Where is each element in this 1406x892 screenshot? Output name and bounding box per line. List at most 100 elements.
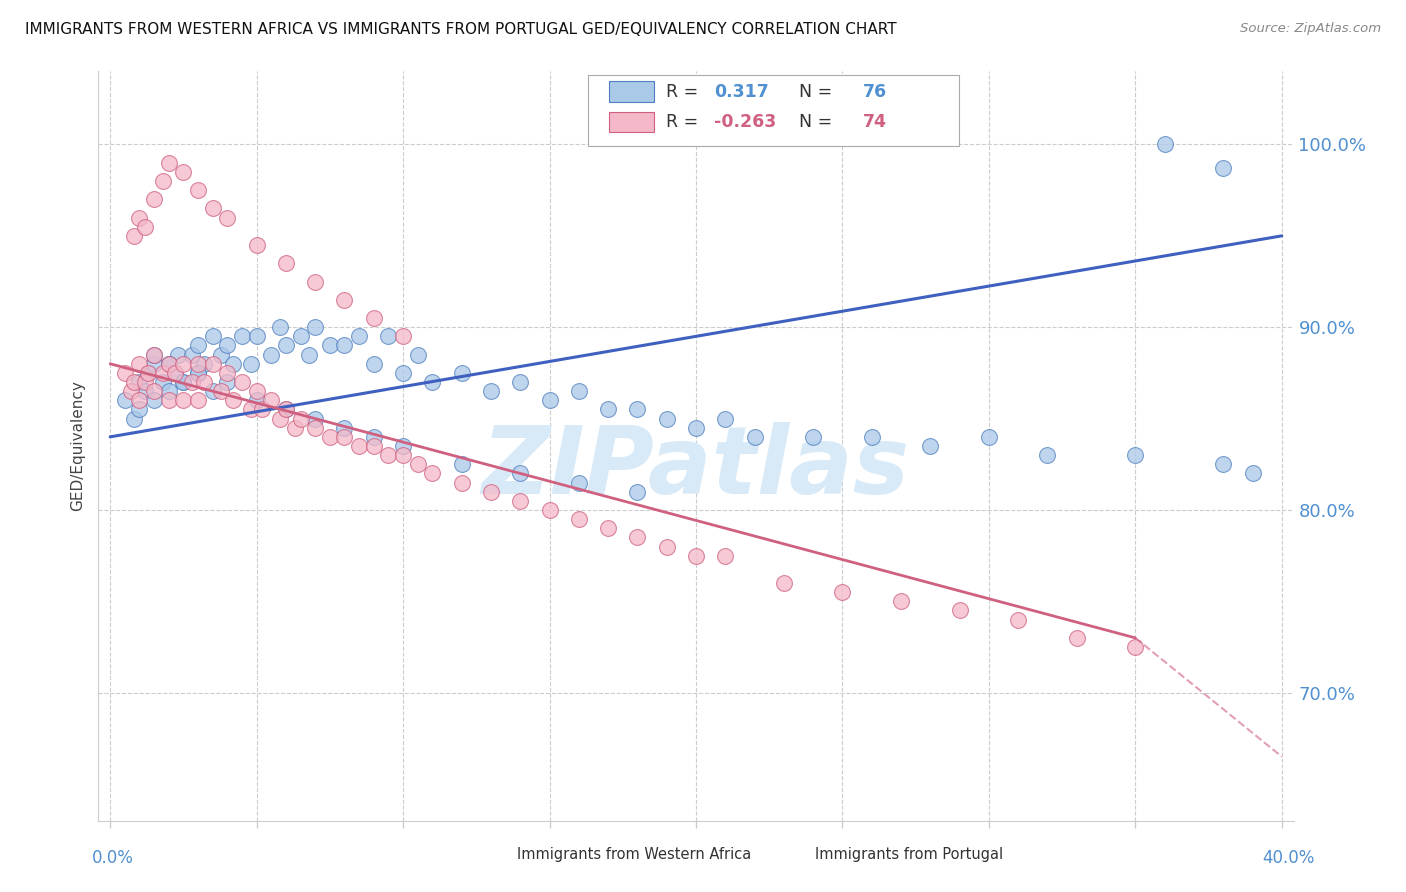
Point <box>128 211 150 225</box>
Text: Immigrants from Western Africa: Immigrants from Western Africa <box>517 847 751 862</box>
Point <box>211 348 233 362</box>
Point <box>166 348 188 362</box>
Point <box>122 228 145 243</box>
Point <box>172 165 194 179</box>
Point <box>128 357 150 371</box>
Point <box>1153 137 1175 152</box>
Point <box>120 384 142 399</box>
Text: R =: R = <box>666 83 704 101</box>
Point <box>363 357 385 371</box>
Point <box>172 375 194 389</box>
Point <box>479 384 502 399</box>
Point <box>128 393 150 408</box>
Point <box>143 192 166 206</box>
FancyBboxPatch shape <box>463 845 509 863</box>
Point <box>290 411 312 425</box>
Point <box>1125 640 1147 654</box>
Point <box>392 448 415 462</box>
Point <box>422 467 444 481</box>
Point <box>304 320 326 334</box>
Point <box>860 430 883 444</box>
Point <box>172 393 194 408</box>
Point <box>181 375 204 389</box>
Point <box>298 348 321 362</box>
Point <box>392 439 415 453</box>
Point <box>363 439 385 453</box>
Point <box>509 467 531 481</box>
Text: R =: R = <box>666 113 704 131</box>
Point <box>377 448 399 462</box>
Point <box>172 357 194 371</box>
Text: IMMIGRANTS FROM WESTERN AFRICA VS IMMIGRANTS FROM PORTUGAL GED/EQUIVALENCY CORRE: IMMIGRANTS FROM WESTERN AFRICA VS IMMIGR… <box>25 22 897 37</box>
Point <box>509 375 531 389</box>
Text: ZIPatlas: ZIPatlas <box>482 423 910 515</box>
Point <box>422 375 444 389</box>
Point <box>181 348 204 362</box>
Point <box>222 357 245 371</box>
Point <box>172 375 194 389</box>
Point <box>377 329 399 343</box>
Point <box>347 329 370 343</box>
Point <box>538 503 561 517</box>
Point <box>333 421 356 435</box>
Point <box>246 238 269 252</box>
Point <box>187 338 209 352</box>
Point <box>269 411 291 425</box>
Point <box>509 493 531 508</box>
Point <box>948 603 970 617</box>
Point <box>193 375 215 389</box>
Point <box>246 393 269 408</box>
Point <box>134 219 156 234</box>
Point <box>217 338 239 352</box>
Point <box>217 375 239 389</box>
FancyBboxPatch shape <box>589 75 959 146</box>
Point <box>134 375 156 389</box>
Point <box>831 585 853 599</box>
Point <box>890 594 912 608</box>
Point <box>187 357 209 371</box>
FancyBboxPatch shape <box>609 81 654 102</box>
Point <box>211 384 233 399</box>
Point <box>152 174 174 188</box>
Point <box>143 384 166 399</box>
Point <box>319 338 342 352</box>
Point <box>598 521 620 535</box>
Point <box>231 375 253 389</box>
Point <box>977 430 1000 444</box>
Point <box>157 357 180 371</box>
Point <box>231 329 253 343</box>
Point <box>134 384 156 399</box>
Point <box>568 475 591 490</box>
Point <box>1007 613 1029 627</box>
Point <box>187 366 209 380</box>
Point <box>626 484 648 499</box>
Text: 0.317: 0.317 <box>714 83 769 101</box>
Point <box>260 393 283 408</box>
Point <box>163 366 186 380</box>
Point <box>363 430 385 444</box>
Point <box>187 393 209 408</box>
Point <box>450 475 472 490</box>
Point <box>1036 448 1059 462</box>
Point <box>406 348 429 362</box>
Text: Source: ZipAtlas.com: Source: ZipAtlas.com <box>1240 22 1381 36</box>
Point <box>143 348 166 362</box>
Point <box>333 293 356 307</box>
Point <box>685 549 707 563</box>
Point <box>773 576 796 591</box>
Point <box>274 402 297 417</box>
Point <box>217 211 239 225</box>
Point <box>143 357 166 371</box>
Point <box>122 375 145 389</box>
Point <box>1212 457 1234 471</box>
Point <box>239 402 262 417</box>
Point <box>1125 448 1147 462</box>
Point <box>157 155 180 169</box>
Text: 0.0%: 0.0% <box>91 849 134 867</box>
Point <box>157 357 180 371</box>
Point <box>114 393 136 408</box>
Point <box>246 329 269 343</box>
Point <box>157 384 180 399</box>
Point <box>157 393 180 408</box>
Text: 40.0%: 40.0% <box>1263 849 1315 867</box>
